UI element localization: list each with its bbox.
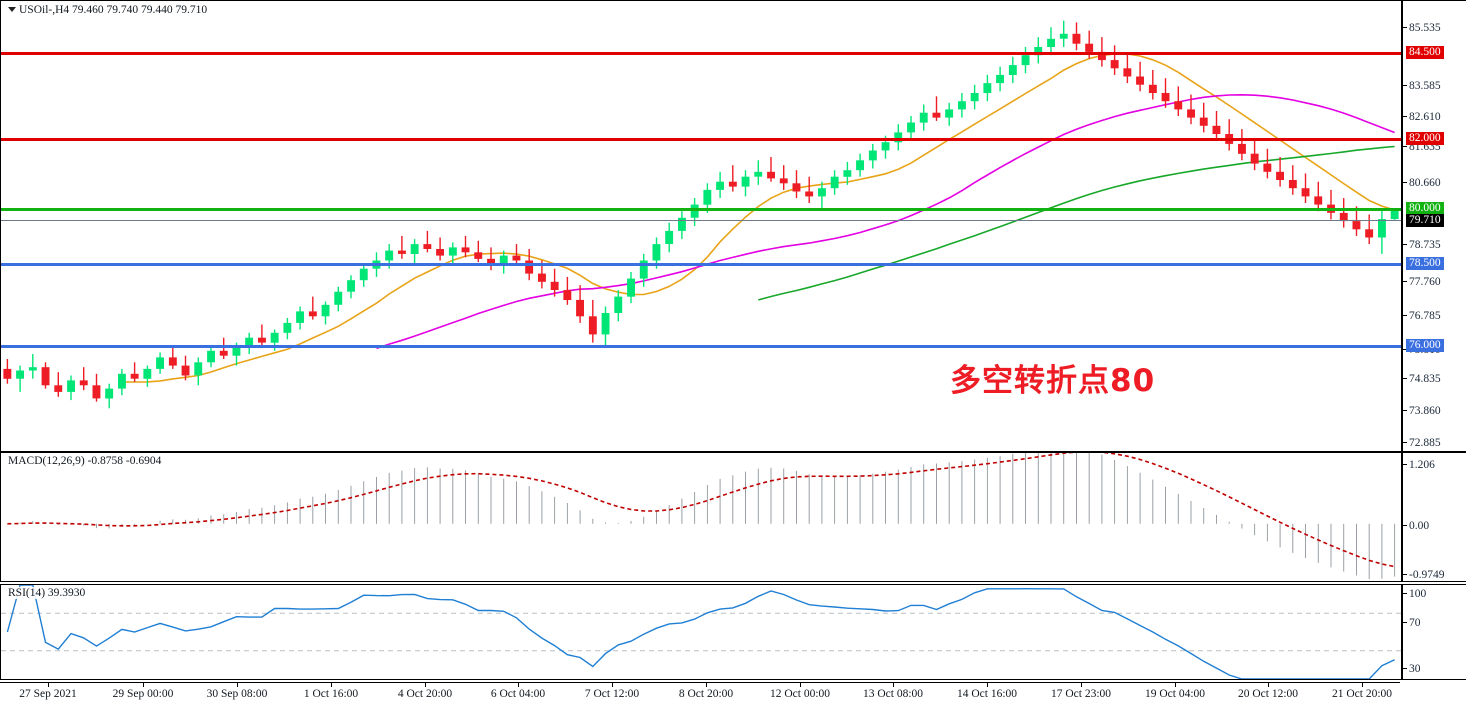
time-axis-label: 19 Oct 04:00 xyxy=(1144,688,1206,700)
price-level-badge[interactable]: 76.000 xyxy=(1406,339,1444,352)
price-level-line[interactable] xyxy=(1,52,1401,55)
price-level-badge[interactable]: 84.500 xyxy=(1406,46,1444,59)
time-axis-label: 12 Oct 00:00 xyxy=(769,688,831,700)
time-axis-label: 17 Oct 23:00 xyxy=(1050,688,1112,700)
macd-label: MACD(12,26,9) -0.8758 -0.6904 xyxy=(6,455,164,467)
price-level-line[interactable] xyxy=(1,263,1401,266)
rsi-plot-area[interactable] xyxy=(1,585,1401,679)
rsi-panel: 100 70 30 xyxy=(0,584,1466,680)
time-axis-label: 6 Oct 04:00 xyxy=(490,688,546,700)
time-axis-label: 20 Oct 12:00 xyxy=(1237,688,1299,700)
price-level-line[interactable] xyxy=(1,208,1401,211)
price-level-line[interactable] xyxy=(1,220,1401,221)
price-panel: 85.535 83.585 82.610 81.635 80.660 78.735 77.7… xyxy=(0,0,1466,452)
price-plot-area[interactable] xyxy=(1,1,1401,451)
time-axis-tick xyxy=(48,683,49,687)
time-axis-label: 29 Sep 00:00 xyxy=(112,688,174,700)
price-axis[interactable]: 85.535 83.585 82.610 81.635 80.660 78.735 77.7… xyxy=(1401,1,1466,451)
time-axis-label: 4 Oct 20:00 xyxy=(397,688,453,700)
rsi-axis[interactable]: 100 70 30 xyxy=(1401,585,1466,679)
macd-axis[interactable]: 1.206 0.00 -0.9749 xyxy=(1401,453,1466,581)
price-level-badge[interactable]: 78.500 xyxy=(1406,257,1444,270)
chevron-down-icon[interactable] xyxy=(8,6,16,12)
macd-panel: 1.206 0.00 -0.9749 xyxy=(0,452,1466,582)
price-level-line[interactable] xyxy=(1,345,1401,348)
price-level-badge[interactable]: 79.710 xyxy=(1406,214,1444,227)
time-axis-label: 21 Oct 20:00 xyxy=(1331,688,1393,700)
time-axis-label: 27 Sep 2021 xyxy=(19,688,77,700)
price-level-line[interactable] xyxy=(1,138,1401,141)
time-axis-tick xyxy=(612,683,613,687)
time-axis-label: 14 Oct 16:00 xyxy=(956,688,1018,700)
macd-series xyxy=(7,453,1396,580)
symbol-header[interactable]: USOil-,H4 79.460 79.740 79.440 79.710 xyxy=(6,4,210,16)
time-axis-tick xyxy=(518,683,519,687)
time-axis-tick xyxy=(800,683,801,687)
time-axis-tick xyxy=(1268,683,1269,687)
symbol-header-text: USOil-,H4 79.460 79.740 79.440 79.710 xyxy=(19,4,208,16)
time-axis-tick xyxy=(237,683,238,687)
time-axis-tick xyxy=(893,683,894,687)
time-axis-label: 13 Oct 08:00 xyxy=(862,688,924,700)
time-axis-label: 8 Oct 20:00 xyxy=(678,688,734,700)
time-axis-tick xyxy=(706,683,707,687)
rsi-series xyxy=(1,585,1401,679)
time-axis[interactable]: 27 Sep 2021 29 Sep 00:00 30 Sep 08:00 1 Oct… xyxy=(0,682,1400,706)
time-axis-tick xyxy=(425,683,426,687)
rsi-label: RSI(14) 39.3930 xyxy=(6,587,88,599)
time-axis-tick xyxy=(331,683,332,687)
time-axis-label: 7 Oct 12:00 xyxy=(584,688,640,700)
time-axis-label: 30 Sep 08:00 xyxy=(206,688,268,700)
time-axis-tick xyxy=(143,683,144,687)
macd-plot-area[interactable] xyxy=(1,453,1401,581)
price-level-badge[interactable]: 80.000 xyxy=(1406,202,1444,215)
time-axis-tick xyxy=(1175,683,1176,687)
price-level-badge[interactable]: 82.000 xyxy=(1406,132,1444,145)
time-axis-label: 1 Oct 16:00 xyxy=(303,688,359,700)
time-axis-tick xyxy=(1362,683,1363,687)
price-candles xyxy=(3,20,1399,409)
time-axis-tick xyxy=(987,683,988,687)
time-axis-tick xyxy=(1081,683,1082,687)
chart-annotation: 多空转折点80 xyxy=(950,363,1156,399)
